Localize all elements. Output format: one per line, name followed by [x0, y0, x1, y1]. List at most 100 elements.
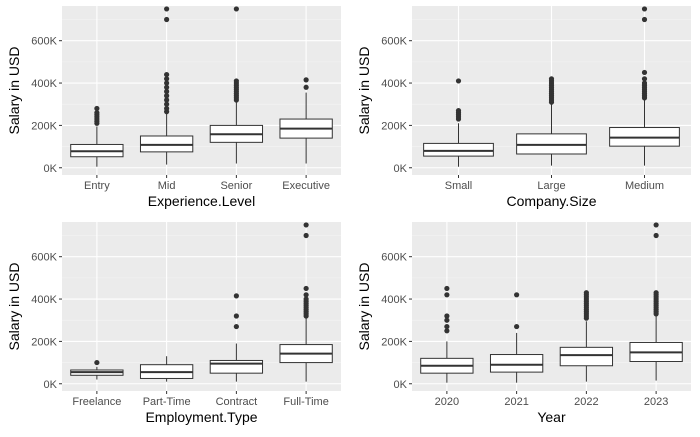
outlier-point	[653, 232, 659, 239]
x-axis-title: Experience.Level	[148, 193, 255, 209]
outlier-point	[233, 323, 239, 330]
box-Mid	[139, 6, 194, 165]
outlier-point	[455, 78, 462, 84]
panel-background	[62, 222, 341, 391]
y-axis-title: Salary in USD	[6, 47, 22, 135]
x-tick-label: Mid	[158, 180, 176, 192]
y-axis-title: Salary in USD	[356, 263, 372, 351]
outlier-point	[303, 296, 309, 302]
outlier-point	[94, 105, 100, 112]
y-axis-title: Salary in USD	[356, 47, 372, 135]
x-tick-label: Full-Time	[283, 396, 328, 408]
box-Large	[516, 76, 587, 166]
outlier-point	[303, 232, 309, 239]
outlier-point	[653, 222, 659, 228]
panel-2: 0K 200K 400K 600K Small Large Medium Company.Si…	[356, 6, 691, 209]
box-2022	[559, 290, 614, 382]
x-tick-label: 2021	[504, 396, 528, 408]
outlier-point	[164, 84, 170, 90]
outlier-point	[641, 69, 648, 76]
y-tick-label: 400K	[31, 78, 57, 90]
outlier-point	[303, 285, 309, 292]
y-tick-label: 0K	[394, 379, 408, 391]
outlier-point	[164, 76, 170, 82]
outlier-point	[514, 323, 520, 330]
outlier-point	[653, 290, 659, 296]
outlier-point	[641, 80, 648, 86]
y-tick-label: 200K	[31, 336, 57, 348]
box-Contract	[209, 293, 264, 382]
outlier-point	[548, 76, 555, 82]
y-tick-label: 400K	[31, 294, 57, 306]
y-tick-label: 600K	[381, 252, 407, 264]
outlier-point	[444, 317, 450, 323]
box-Executive	[279, 77, 333, 164]
outlier-point	[164, 97, 170, 103]
y-tick-label: 200K	[381, 120, 407, 132]
box-2020	[420, 285, 474, 383]
outlier-point	[514, 292, 520, 298]
y-tick-label: 200K	[31, 120, 57, 132]
x-tick-label: 2023	[644, 396, 668, 408]
x-tick-label: Large	[537, 180, 565, 192]
outlier-point	[164, 101, 170, 107]
y-axis-title: Salary in USD	[6, 263, 22, 351]
outlier-point	[444, 323, 450, 330]
x-tick-label: Executive	[282, 180, 330, 192]
outlier-point	[444, 313, 450, 319]
x-tick-label: Entry	[84, 180, 110, 192]
outlier-point	[164, 71, 170, 78]
x-tick-label: Contract	[216, 396, 258, 408]
box-Freelance	[70, 359, 124, 380]
iqr-box	[423, 142, 494, 157]
y-tick-label: 0K	[394, 163, 408, 175]
outlier-point	[444, 292, 450, 298]
x-tick-label: Senior	[220, 180, 252, 192]
x-tick-label: 2022	[574, 396, 598, 408]
y-tick-label: 600K	[31, 36, 57, 48]
outlier-point	[303, 84, 309, 90]
y-tick-label: 0K	[44, 163, 58, 175]
outlier-point	[164, 93, 170, 99]
outlier-point	[583, 290, 589, 296]
y-tick-label: 400K	[381, 294, 407, 306]
outlier-point	[94, 359, 100, 366]
panel-4: 0K 200K 400K 600K 2020 2021 2022 2023 Year Salary…	[356, 222, 691, 425]
panel-3: 0K 200K 400K 600K Freelance Part-Time Contract…	[6, 222, 341, 425]
y-tick-label: 600K	[31, 252, 57, 264]
x-tick-label: Part-Time	[143, 396, 191, 408]
outlier-point	[444, 328, 450, 334]
box-2023	[629, 222, 683, 381]
box-Small	[423, 78, 494, 167]
x-axis-title: Year	[537, 409, 566, 425]
x-tick-label: 2020	[435, 396, 459, 408]
panel-1: 0K 200K 400K 600K Entry Mid Senior Executive Exp…	[6, 6, 341, 209]
y-tick-label: 0K	[44, 379, 58, 391]
outlier-point	[233, 313, 239, 319]
x-tick-label: Freelance	[72, 396, 121, 408]
x-tick-label: Small	[445, 180, 473, 192]
iqr-box	[489, 354, 544, 373]
outlier-point	[164, 16, 170, 23]
outlier-point	[455, 107, 462, 114]
outlier-point	[641, 16, 648, 23]
box-Part-Time	[139, 356, 194, 382]
outlier-point	[94, 110, 100, 116]
outlier-point	[303, 292, 309, 298]
outlier-point	[303, 222, 309, 228]
outlier-point	[164, 6, 170, 12]
outlier-point	[641, 76, 648, 82]
x-axis-title: Employment.Type	[145, 409, 257, 425]
outlier-point	[164, 105, 170, 112]
x-axis-title: Company.Size	[506, 193, 596, 209]
y-tick-label: 400K	[381, 78, 407, 90]
outlier-point	[444, 285, 450, 292]
box-Medium	[609, 6, 680, 166]
outlier-point	[303, 77, 309, 83]
y-tick-label: 600K	[381, 36, 407, 48]
x-tick-label: Medium	[625, 180, 664, 192]
iqr-box	[209, 359, 264, 374]
outlier-point	[233, 293, 239, 299]
